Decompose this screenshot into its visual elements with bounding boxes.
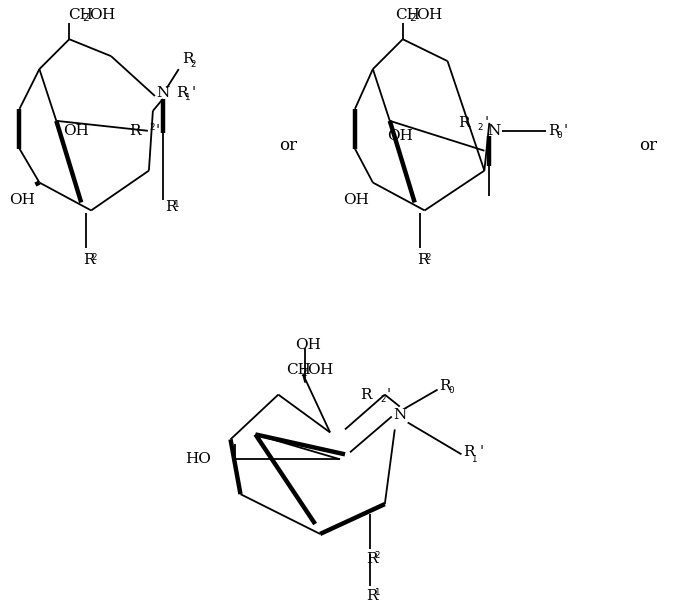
Text: ': ' bbox=[387, 387, 391, 401]
Text: ': ' bbox=[484, 116, 489, 130]
Text: N: N bbox=[488, 124, 501, 138]
Text: OH: OH bbox=[10, 194, 35, 208]
Text: ': ' bbox=[480, 445, 484, 459]
Text: R: R bbox=[83, 253, 94, 267]
Text: $_2$: $_2$ bbox=[189, 57, 196, 70]
Text: $_2$OH: $_2$OH bbox=[300, 361, 335, 379]
Text: $_2$: $_2$ bbox=[91, 250, 98, 263]
Text: OH: OH bbox=[295, 338, 321, 352]
Text: CH: CH bbox=[395, 9, 420, 23]
Text: R: R bbox=[366, 588, 378, 602]
Text: ': ' bbox=[564, 124, 568, 138]
Text: R: R bbox=[458, 116, 469, 130]
Text: R: R bbox=[176, 86, 187, 100]
Text: OH: OH bbox=[387, 129, 413, 143]
Text: CH: CH bbox=[68, 9, 93, 23]
Text: R: R bbox=[182, 52, 193, 66]
Text: $_2$: $_2$ bbox=[149, 120, 156, 133]
Text: $_1$: $_1$ bbox=[184, 90, 191, 103]
Text: OH: OH bbox=[343, 194, 369, 208]
Text: $_1$: $_1$ bbox=[471, 452, 478, 465]
Text: $_1$: $_1$ bbox=[173, 197, 180, 210]
Text: $_2$: $_2$ bbox=[380, 392, 387, 405]
Text: R: R bbox=[360, 387, 372, 401]
Text: $_2$: $_2$ bbox=[374, 548, 380, 562]
Text: R: R bbox=[165, 200, 176, 214]
Text: HO: HO bbox=[185, 452, 211, 466]
Text: ': ' bbox=[192, 86, 196, 100]
Text: R: R bbox=[417, 253, 428, 267]
Text: $_2$: $_2$ bbox=[424, 250, 431, 263]
Text: R: R bbox=[130, 124, 141, 138]
Text: R: R bbox=[440, 379, 451, 393]
Text: CH: CH bbox=[286, 363, 311, 377]
Text: $_0$: $_0$ bbox=[556, 128, 563, 141]
Text: N: N bbox=[393, 408, 407, 422]
Text: R: R bbox=[548, 124, 559, 138]
Text: ': ' bbox=[156, 124, 160, 138]
Text: R: R bbox=[366, 552, 378, 566]
Text: $_1$: $_1$ bbox=[374, 585, 381, 598]
Text: N: N bbox=[156, 86, 169, 100]
Text: $_2$OH: $_2$OH bbox=[82, 7, 116, 24]
Text: or: or bbox=[639, 137, 658, 154]
Text: OH: OH bbox=[63, 124, 89, 138]
Text: $_2$: $_2$ bbox=[477, 120, 484, 133]
Text: $_0$: $_0$ bbox=[448, 383, 455, 396]
Text: R: R bbox=[464, 445, 475, 459]
Text: $_2$OH: $_2$OH bbox=[409, 7, 443, 24]
Text: or: or bbox=[279, 137, 298, 154]
